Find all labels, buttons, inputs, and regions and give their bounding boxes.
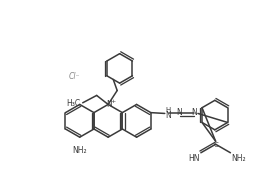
Text: Cl⁻: Cl⁻ (68, 72, 80, 81)
Text: N: N (177, 108, 182, 117)
Text: NH₂: NH₂ (232, 154, 246, 163)
Text: NH₂: NH₂ (72, 146, 87, 155)
Text: N: N (166, 111, 172, 120)
Text: HN: HN (188, 154, 200, 163)
Text: H: H (166, 108, 171, 113)
Text: H₃C: H₃C (67, 99, 81, 108)
Text: +: + (111, 99, 116, 104)
Text: N: N (106, 100, 112, 109)
Text: C: C (213, 142, 218, 148)
Text: N: N (191, 108, 197, 117)
